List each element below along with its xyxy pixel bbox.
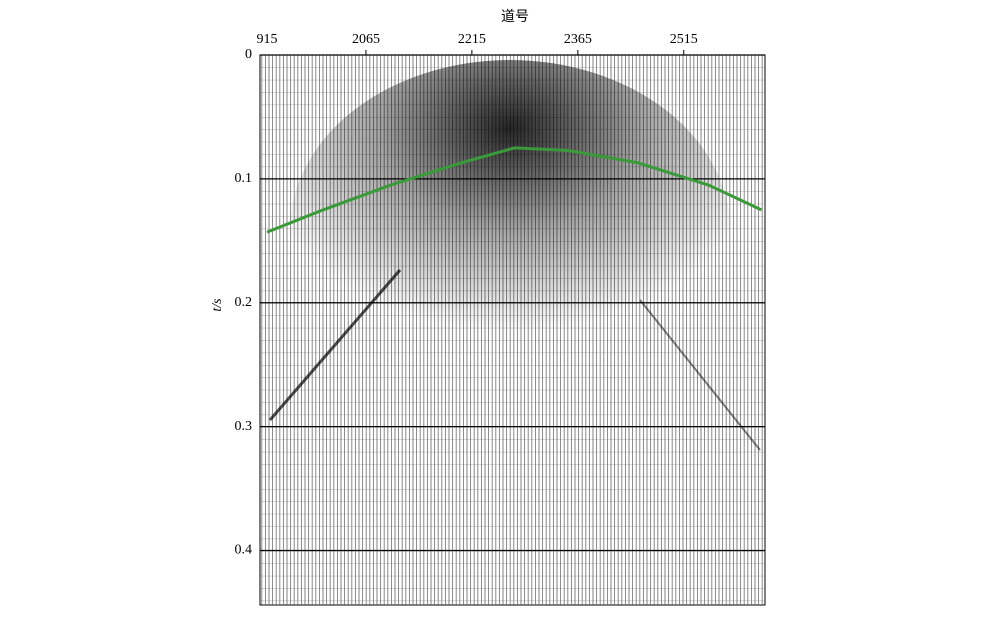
axis-title: 道号: [501, 9, 529, 25]
direct-wave: [268, 269, 402, 421]
series-line: [266, 146, 763, 234]
y-tick-label: 0: [245, 47, 252, 62]
y-tick-label: 0.3: [235, 419, 253, 434]
x-tick-label: 2365: [564, 32, 592, 47]
energy-shading: [290, 60, 730, 400]
x-start-label: 915: [257, 32, 278, 47]
y-tick-label: 0.2: [235, 295, 253, 310]
x-tick-label: 2515: [670, 32, 698, 47]
y-axis-label: t/s: [210, 298, 225, 312]
y-tick-label: 0.1: [235, 171, 253, 186]
x-tick-label: 2215: [458, 32, 486, 47]
y-tick-label: 0.4: [235, 543, 253, 558]
x-tick-label: 2065: [352, 32, 380, 47]
direct-wave: [639, 299, 761, 451]
